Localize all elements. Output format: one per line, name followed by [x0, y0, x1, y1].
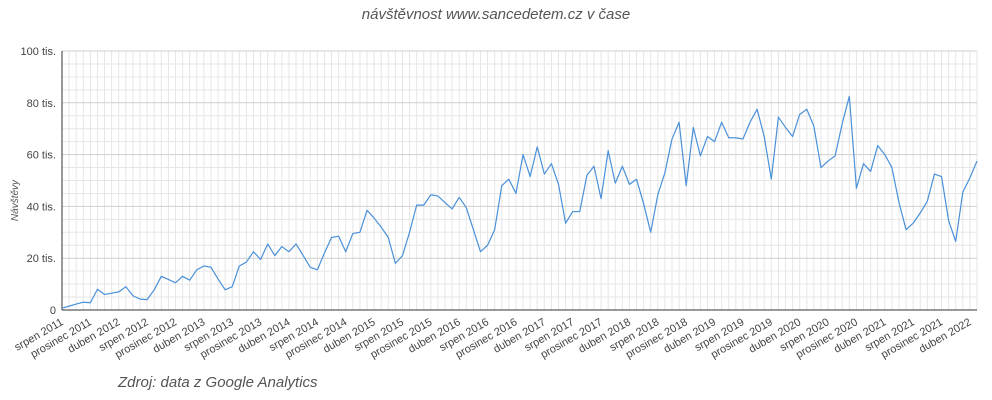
grid-layer — [61, 50, 978, 311]
y-tick-label: 80 tis. — [27, 98, 56, 110]
y-tick-label: 40 tis. — [27, 201, 56, 213]
series-line — [61, 95, 978, 309]
y-tick-label: 20 tis. — [27, 253, 56, 265]
chart-title: návštěvnost www.sancedetem.cz v čase — [361, 6, 631, 23]
y-axis-title: Návštěvy — [10, 179, 21, 221]
y-tick-label: 0 — [50, 305, 56, 317]
series-layer — [61, 95, 978, 309]
y-tick-label: 60 tis. — [27, 150, 56, 162]
axis-layer — [61, 51, 977, 311]
chart-source: Zdroj: data z Google Analytics — [118, 374, 318, 391]
y-tick-label: 100 tis. — [21, 46, 56, 58]
